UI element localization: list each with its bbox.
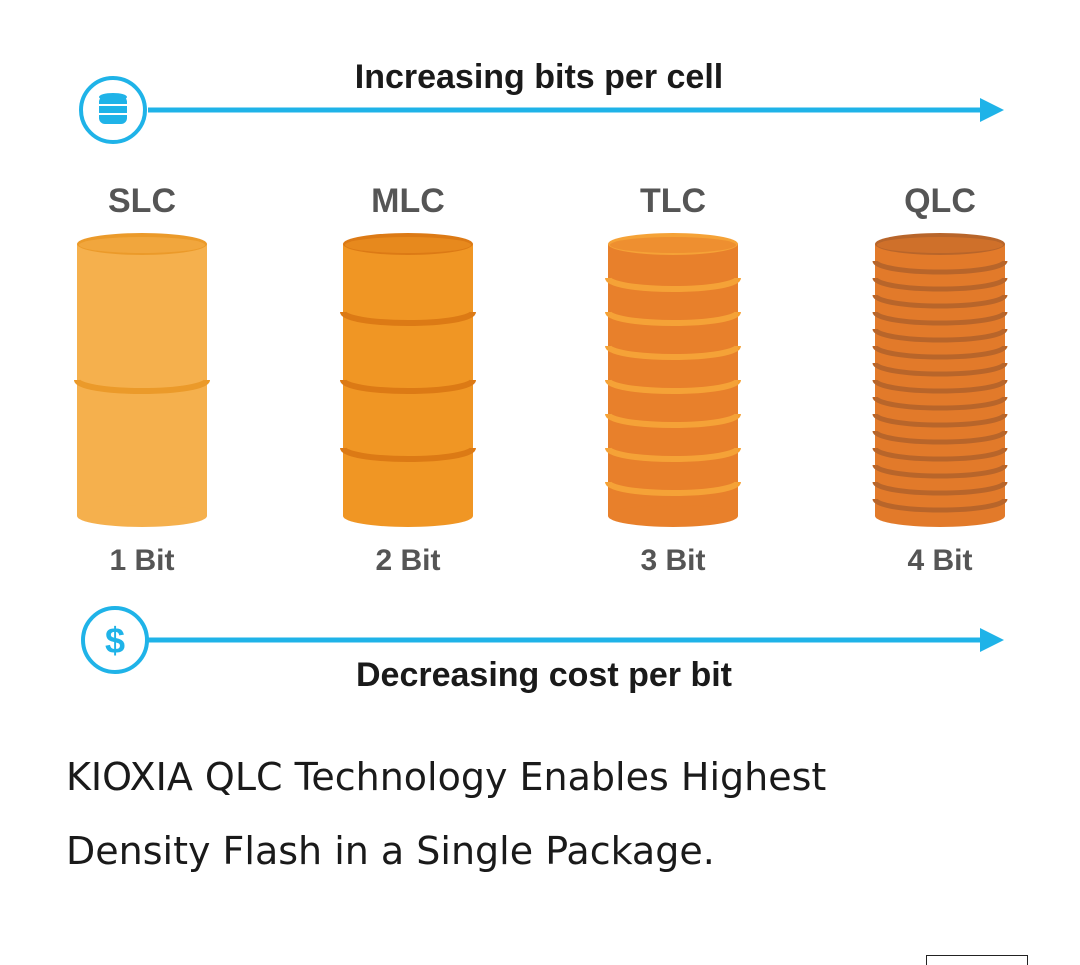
disk-seam xyxy=(605,447,741,462)
cell-type-label: TLC xyxy=(640,182,706,220)
disk-seam xyxy=(605,277,741,292)
caption-line-2: Density Flash in a Single Package. xyxy=(66,829,715,873)
disk-seam xyxy=(340,311,476,326)
disk-seam xyxy=(340,379,476,394)
bottom-partial-box xyxy=(926,955,1028,965)
bits-label: 4 Bit xyxy=(907,544,972,577)
disk-seam xyxy=(872,481,1008,496)
cylinder-top-shine xyxy=(79,237,205,253)
dollar-icon: $ xyxy=(81,606,149,674)
disk-seam xyxy=(872,345,1008,360)
cylinder-top-shine xyxy=(345,237,471,253)
disk-seam xyxy=(872,413,1008,428)
cell-columns: SLC 1 Bit MLC 2 Bit TLC 3 Bit QLC 4 Bit xyxy=(74,182,1008,577)
column-mlc: MLC 2 Bit xyxy=(340,182,476,577)
bits-label: 2 Bit xyxy=(375,544,440,577)
disk-seam xyxy=(872,311,1008,326)
disk-seam xyxy=(872,430,1008,445)
bits-label: 1 Bit xyxy=(109,544,174,577)
database-icon xyxy=(79,76,147,144)
cylinder-body xyxy=(77,244,207,516)
disk-seam xyxy=(605,311,741,326)
top-arrow xyxy=(148,98,1004,122)
bottom-arrow xyxy=(148,628,1004,652)
disk-seam xyxy=(872,294,1008,309)
disk-seam xyxy=(605,379,741,394)
disk-seam xyxy=(605,481,741,496)
cylinder-bottom xyxy=(608,505,738,527)
disk-seam xyxy=(605,345,741,360)
cylinder-body xyxy=(343,244,473,516)
column-tlc: TLC 3 Bit xyxy=(605,182,741,577)
disk-seam xyxy=(605,413,741,428)
disk-seam xyxy=(872,379,1008,394)
cylinder-bottom xyxy=(343,505,473,527)
disk-seam xyxy=(872,277,1008,292)
disk-seam xyxy=(872,260,1008,275)
disk-seam xyxy=(872,328,1008,343)
cell-type-label: SLC xyxy=(108,182,176,220)
disk-seam xyxy=(872,498,1008,513)
disk-seam xyxy=(872,464,1008,479)
cell-type-label: MLC xyxy=(371,182,445,220)
bottom-axis-label: Decreasing cost per bit xyxy=(356,656,732,694)
cylinder-bottom xyxy=(77,505,207,527)
column-qlc: QLC 4 Bit xyxy=(872,182,1008,577)
dollar-glyph: $ xyxy=(105,620,125,661)
disk-seam xyxy=(74,379,210,394)
column-slc: SLC 1 Bit xyxy=(74,182,210,577)
disk-seam xyxy=(872,447,1008,462)
bits-label: 3 Bit xyxy=(640,544,705,577)
disk-seam xyxy=(340,447,476,462)
cylinder-top-shine xyxy=(877,237,1003,253)
disk-seam xyxy=(872,396,1008,411)
cylinder-top-shine xyxy=(610,237,736,253)
disk-seam xyxy=(872,362,1008,377)
cell-density-diagram: Increasing bits per cell SLC 1 Bit MLC 2 Bi… xyxy=(74,58,1008,694)
caption-line-1: KIOXIA QLC Technology Enables Highest xyxy=(66,755,827,799)
figure-caption: KIOXIA QLC Technology Enables Highest De… xyxy=(66,740,1026,888)
top-axis-label: Increasing bits per cell xyxy=(355,58,723,96)
cell-type-label: QLC xyxy=(904,182,976,220)
